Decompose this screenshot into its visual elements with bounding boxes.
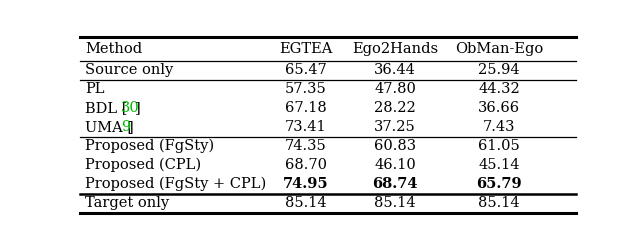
Text: 45.14: 45.14	[478, 158, 520, 172]
Text: Method: Method	[85, 42, 142, 56]
Text: 74.35: 74.35	[285, 139, 326, 153]
Text: PL: PL	[85, 82, 104, 96]
Text: 73.41: 73.41	[285, 120, 326, 134]
Text: 74.95: 74.95	[283, 177, 328, 191]
Text: 85.14: 85.14	[374, 196, 416, 210]
Text: 9: 9	[121, 120, 130, 134]
Text: Proposed (CPL): Proposed (CPL)	[85, 158, 201, 172]
Text: ]: ]	[134, 101, 140, 115]
Text: 46.10: 46.10	[374, 158, 416, 172]
Text: 57.35: 57.35	[285, 82, 326, 96]
Text: 47.80: 47.80	[374, 82, 416, 96]
Text: 44.32: 44.32	[478, 82, 520, 96]
Text: 7.43: 7.43	[483, 120, 515, 134]
Text: 25.94: 25.94	[478, 63, 520, 78]
Text: 67.18: 67.18	[285, 101, 326, 115]
Text: UMA [: UMA [	[85, 120, 133, 134]
Text: 28.22: 28.22	[374, 101, 416, 115]
Text: 61.05: 61.05	[478, 139, 520, 153]
Text: 65.47: 65.47	[285, 63, 326, 78]
Text: 68.70: 68.70	[285, 158, 326, 172]
Text: Proposed (FgSty + CPL): Proposed (FgSty + CPL)	[85, 177, 266, 191]
Text: 60.83: 60.83	[374, 139, 416, 153]
Text: 68.74: 68.74	[372, 177, 418, 191]
Text: Ego2Hands: Ego2Hands	[352, 42, 438, 56]
Text: ]: ]	[127, 120, 133, 134]
Text: 36.66: 36.66	[478, 101, 520, 115]
Text: 30: 30	[121, 101, 140, 115]
Text: Proposed (FgSty): Proposed (FgSty)	[85, 139, 214, 153]
Text: 37.25: 37.25	[374, 120, 416, 134]
Text: Target only: Target only	[85, 196, 169, 210]
Text: 85.14: 85.14	[478, 196, 520, 210]
Text: EGTEA: EGTEA	[279, 42, 332, 56]
Text: 65.79: 65.79	[476, 177, 522, 191]
Text: Source only: Source only	[85, 63, 173, 78]
Text: ObMan-Ego: ObMan-Ego	[455, 42, 543, 56]
Text: BDL [: BDL [	[85, 101, 127, 115]
Text: 85.14: 85.14	[285, 196, 326, 210]
Text: 36.44: 36.44	[374, 63, 416, 78]
